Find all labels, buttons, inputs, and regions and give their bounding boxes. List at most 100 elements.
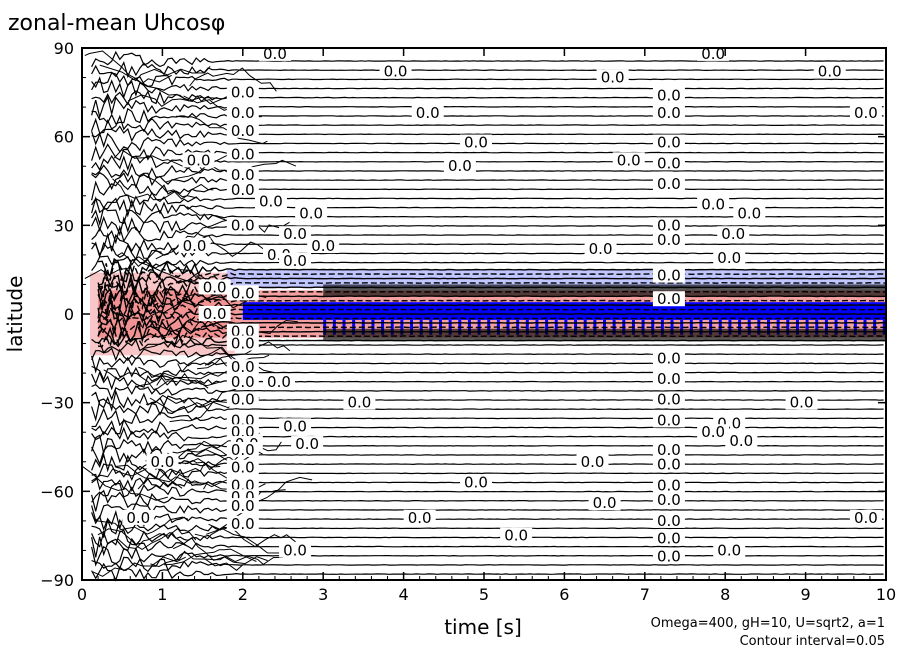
svg-text:0.0: 0.0 xyxy=(657,491,681,509)
svg-text:0.0: 0.0 xyxy=(657,216,681,234)
contour-line xyxy=(91,509,884,532)
svg-text:0.0: 0.0 xyxy=(657,349,681,367)
svg-text:0.0: 0.0 xyxy=(231,497,255,515)
contour-line-turbulent xyxy=(175,115,268,145)
contour-label: 0.0 xyxy=(725,432,758,450)
contour-label: 0.0 xyxy=(343,394,376,412)
svg-text:0.0: 0.0 xyxy=(187,151,211,169)
contour-line xyxy=(91,529,884,548)
contour-label: 0.0 xyxy=(443,157,476,175)
svg-text:0.0: 0.0 xyxy=(657,104,681,122)
plot-frame xyxy=(81,47,887,581)
svg-text:0.0: 0.0 xyxy=(416,104,440,122)
svg-text:0.0: 0.0 xyxy=(231,391,255,409)
contour-label: 0.0 xyxy=(652,547,685,565)
contour-label: 0.0 xyxy=(652,175,685,193)
contour-line xyxy=(91,255,884,271)
svg-text:0.0: 0.0 xyxy=(589,240,613,258)
contour-label: 0.0 xyxy=(849,509,882,527)
contour-label: 0.0 xyxy=(279,417,312,435)
svg-text:0.0: 0.0 xyxy=(408,509,432,527)
y-tick-label: 0 xyxy=(64,305,74,324)
contour-line xyxy=(91,426,884,442)
x-tick-label: 0 xyxy=(77,585,87,604)
svg-text:0.0: 0.0 xyxy=(737,205,761,223)
contour-label: 0.0 xyxy=(697,423,730,441)
contour-label: 0.0 xyxy=(500,527,533,545)
contour-line xyxy=(91,556,884,573)
negative-tooth xyxy=(795,319,799,335)
contour-line-equatorial xyxy=(97,312,887,338)
chart-title: zonal-mean Uhcosφ xyxy=(8,11,225,36)
svg-text:0.0: 0.0 xyxy=(657,154,681,172)
contour-line xyxy=(91,562,884,582)
negative-tooth xyxy=(689,319,693,335)
contour-line-turbulent xyxy=(149,382,245,413)
contour-line xyxy=(91,407,884,428)
svg-text:0.0: 0.0 xyxy=(231,216,255,234)
contour-label: 0.0 xyxy=(652,216,685,234)
contour-line xyxy=(91,241,884,261)
contour-label: 0.0 xyxy=(411,104,444,122)
contour-label: 0.0 xyxy=(652,491,685,509)
contour-label: 0.0 xyxy=(652,134,685,152)
svg-text:0.0: 0.0 xyxy=(126,509,150,527)
contour-line-turbulent xyxy=(84,250,162,279)
negative-tooth xyxy=(410,319,414,335)
contour-label: 0.0 xyxy=(295,205,328,223)
svg-text:0.0: 0.0 xyxy=(231,166,255,184)
contour-line xyxy=(91,179,884,201)
contour-line xyxy=(91,370,884,391)
contour-line xyxy=(91,95,884,120)
svg-text:0.0: 0.0 xyxy=(601,69,625,87)
contour-line-turbulent xyxy=(164,548,257,566)
contour-label: 0.0 xyxy=(652,231,685,249)
contour-label: 0.0 xyxy=(226,284,259,302)
svg-text:0.0: 0.0 xyxy=(231,358,255,376)
svg-text:0.0: 0.0 xyxy=(657,530,681,548)
contour-label: 0.0 xyxy=(733,205,766,223)
contour-label: 0.0 xyxy=(226,181,259,199)
contour-label: 0.0 xyxy=(612,151,645,169)
contour-line-turbulent xyxy=(189,67,277,92)
svg-text:0.0: 0.0 xyxy=(231,83,255,101)
x-tick-label: 9 xyxy=(801,585,811,604)
contour-label: 0.0 xyxy=(379,63,412,81)
svg-text:0.0: 0.0 xyxy=(311,237,335,255)
negative-tooth xyxy=(805,319,809,335)
contour-label: 0.0 xyxy=(226,497,259,515)
axis-ticks: 0 1 2 3 4 5 6 7 8 9 10 −90 −60 −30 0 30 60 90 xyxy=(40,39,896,604)
contour-line-turbulent xyxy=(177,346,270,373)
negative-region xyxy=(242,302,887,320)
contour-label: 0.0 xyxy=(785,394,818,412)
svg-text:0.0: 0.0 xyxy=(657,476,681,494)
svg-text:0.0: 0.0 xyxy=(267,373,291,391)
contour-label: 0.0 xyxy=(226,335,259,353)
contour-label: 0.0 xyxy=(226,145,259,163)
svg-text:0.0: 0.0 xyxy=(701,196,725,214)
contour-line-turbulent xyxy=(197,341,291,370)
contour-interval-note: Contour interval=0.05 xyxy=(740,634,885,649)
contour-label: 0.0 xyxy=(226,216,259,234)
svg-text:0.0: 0.0 xyxy=(259,193,283,211)
contour-line xyxy=(91,355,884,374)
negative-tooth xyxy=(525,319,529,335)
contour-label: 0.0 xyxy=(226,391,259,409)
svg-text:0.0: 0.0 xyxy=(657,370,681,388)
contour-line-turbulent xyxy=(112,178,198,201)
svg-text:0.0: 0.0 xyxy=(657,175,681,193)
contour-label: 0.0 xyxy=(652,456,685,474)
contour-line xyxy=(91,489,884,512)
contour-label: 0.0 xyxy=(813,63,846,81)
y-tick-label: 60 xyxy=(54,128,74,147)
contour-line xyxy=(91,338,884,354)
contour-line xyxy=(91,61,884,79)
svg-text:0.0: 0.0 xyxy=(790,394,814,412)
contour-line-equatorial xyxy=(98,257,887,283)
contour-line-turbulent xyxy=(134,372,209,389)
dense-contours-upper xyxy=(323,284,886,297)
x-tick-label: 2 xyxy=(238,585,248,604)
contour-line xyxy=(91,445,884,466)
svg-text:0.0: 0.0 xyxy=(504,527,528,545)
contour-line xyxy=(91,389,884,412)
